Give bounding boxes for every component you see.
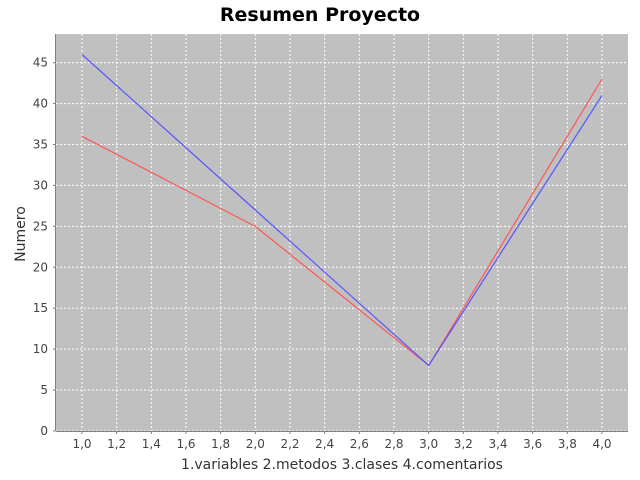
y-tick-label: 10: [33, 342, 48, 356]
x-tick-label: 2,8: [384, 437, 403, 451]
y-tick-label: 25: [33, 219, 48, 233]
plot-area: [56, 34, 628, 431]
y-tick-label: 5: [40, 383, 48, 397]
axes: 0 5 10 15 20 25 30 35 40 45 1,0 1,2 1,4 1,6 1,8 2,0 2,2 2…: [33, 34, 628, 451]
x-tick-label: 1,6: [176, 437, 195, 451]
y-tick-label: 35: [33, 138, 48, 152]
x-tick-label: 3,6: [523, 437, 542, 451]
y-tick-label: 20: [33, 260, 48, 274]
x-tick-label: 3,2: [454, 437, 473, 451]
x-tick-label: 2,6: [350, 437, 369, 451]
series-line-2: [81, 54, 603, 367]
x-tick-label: 1,2: [107, 437, 126, 451]
x-tick-label: 3,8: [558, 437, 577, 451]
x-tick-label: 4,0: [592, 437, 611, 451]
y-tick-label: 30: [33, 178, 48, 192]
x-axis-label: 1.variables 2.metodos 3.clases 4.comenta…: [181, 457, 503, 473]
x-tick-label: 2,4: [315, 437, 334, 451]
series-layer: [81, 54, 603, 367]
y-tick-label: 0: [40, 424, 48, 438]
y-axis-label: Numero: [13, 206, 29, 262]
x-tick-label: 1,8: [211, 437, 230, 451]
y-tick-label: 40: [33, 97, 48, 111]
chart-title: Resumen Proyecto: [220, 4, 420, 26]
x-tick-label: 2,2: [280, 437, 299, 451]
y-tick-label: 45: [33, 56, 48, 70]
x-tick-label: 2,0: [246, 437, 265, 451]
x-tick-label: 3,4: [488, 437, 507, 451]
y-tick-label: 15: [33, 301, 48, 315]
x-tick-label: 1,4: [142, 437, 161, 451]
grid-lines: [56, 34, 628, 432]
x-tick-label: 3,0: [419, 437, 438, 451]
x-tick-label: 1,0: [72, 437, 91, 451]
series-line-1: [81, 78, 603, 367]
